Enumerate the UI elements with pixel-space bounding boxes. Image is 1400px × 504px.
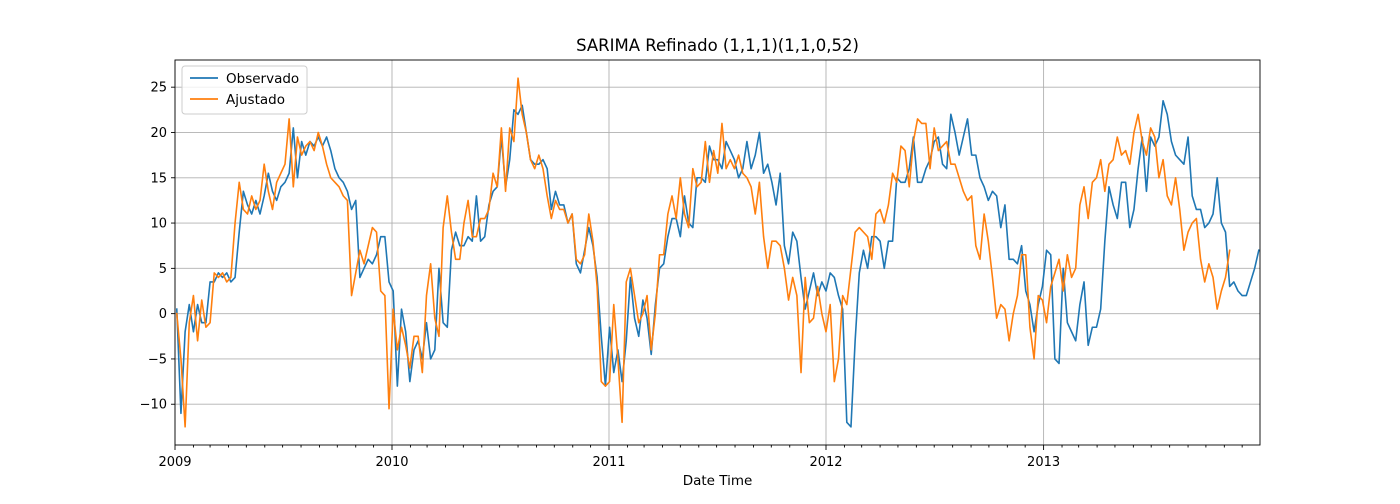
axes-frame <box>174 59 1261 446</box>
y-tick-label: 20 <box>150 126 167 141</box>
y-tick-label: 5 <box>159 262 167 277</box>
y-tick-label: 25 <box>150 81 167 96</box>
legend-label-observado: Observado <box>226 71 299 87</box>
y-tick-label: −5 <box>148 352 167 367</box>
legend-label-ajustado: Ajustado <box>226 92 285 108</box>
chart-title: SARIMA Refinado (1,1,1)(1,1,0,52) <box>576 36 859 55</box>
y-tick-label: 10 <box>150 217 167 232</box>
x-tick-label: 2011 <box>592 455 625 470</box>
x-tick-label: 2012 <box>809 455 842 470</box>
legend: Observado Ajustado <box>181 65 308 115</box>
plot-area-background <box>175 60 1260 445</box>
x-tick-label: 2013 <box>1027 455 1060 470</box>
series-line-observado <box>175 99 1260 428</box>
axis-ticks: −10 −5 0 5 10 15 20 25 2009 2010 2011 2012 2013 <box>140 81 1243 470</box>
y-tick-label: 15 <box>150 171 167 186</box>
y-tick-label: −10 <box>140 398 167 413</box>
x-tick-label: 2009 <box>158 455 191 470</box>
x-tick-label: 2010 <box>375 455 408 470</box>
series-lines <box>175 77 1260 428</box>
y-tick-label: 0 <box>159 307 167 322</box>
x-axis-label: Date Time <box>683 473 753 489</box>
series-line-ajustado <box>175 77 1231 428</box>
